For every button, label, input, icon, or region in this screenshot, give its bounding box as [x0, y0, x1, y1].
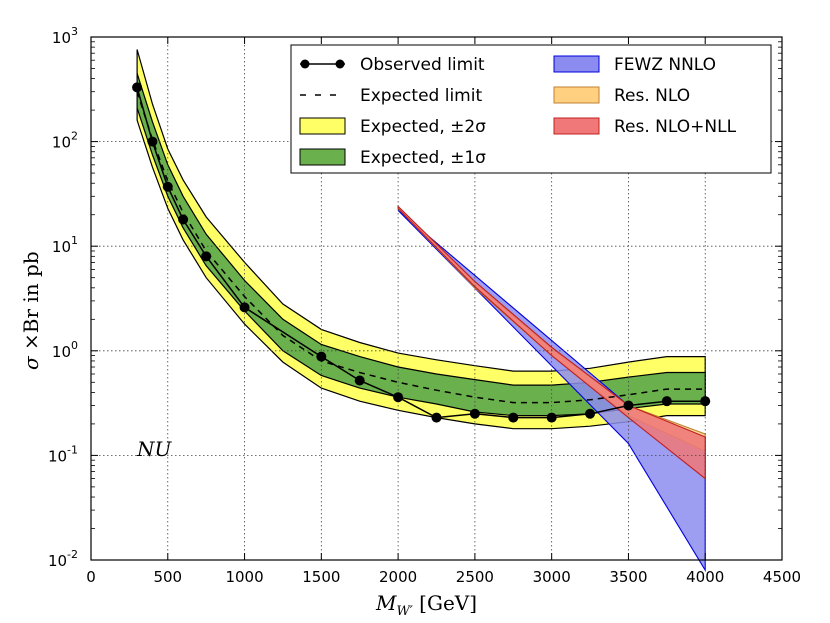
observed-point [354, 375, 365, 386]
legend-2sigma-swatch [299, 117, 346, 135]
observed-point [239, 302, 250, 313]
x-tick-label: 2000 [379, 568, 417, 586]
legend-1sigma-swatch [299, 148, 346, 166]
annotation-label: NU [136, 437, 173, 461]
observed-point [700, 396, 711, 407]
x-tick-label: 4500 [763, 568, 801, 586]
legend-label: Expected limit [360, 86, 482, 106]
observed-point [508, 412, 519, 423]
legend: Observed limit Expected limit Expected, ±2… [290, 44, 772, 174]
legend-observed-marker [335, 59, 345, 69]
legend-theory-swatch [553, 86, 600, 104]
x-tick-label: 3500 [609, 568, 647, 586]
y-tick-label: 103 [52, 25, 78, 47]
observed-point [469, 408, 480, 419]
expected-limit-line [136, 91, 706, 404]
y-axis-title: σ ×Br in pb [19, 251, 43, 370]
x-tick-label: 500 [153, 568, 182, 586]
observed-point [546, 412, 557, 423]
observed-point [585, 408, 596, 419]
plot-frame [90, 36, 783, 561]
y-tick-label: 10-1 [48, 443, 78, 465]
x-tick-label: 1000 [225, 568, 263, 586]
legend-box [290, 44, 772, 174]
legend-label: Res. NLO [614, 86, 690, 106]
observed-point [201, 251, 212, 262]
legend-label: Expected, ±1σ [360, 148, 486, 168]
axis-ticks: 0 500 1000 1500 2000 2500 3000 3500 4000 4500 10-2… [48, 25, 801, 586]
observed-point [623, 400, 634, 411]
x-tick-label: 0 [86, 568, 96, 586]
observed-point [393, 392, 404, 403]
x-axis-title: MW′ [GeV] [375, 591, 477, 619]
observed-point [178, 214, 189, 225]
y-tick-label: 10-2 [48, 548, 78, 570]
legend-label: Observed limit [360, 55, 485, 75]
x-tick-label: 2500 [456, 568, 494, 586]
series-lines [132, 82, 711, 423]
x-tick-label: 4000 [686, 568, 724, 586]
observed-point [147, 136, 158, 147]
y-tick-label: 102 [52, 130, 78, 152]
y-tick-label: 100 [52, 339, 78, 361]
legend-theory-swatch [553, 55, 600, 73]
theory-band-0 [397, 209, 706, 573]
x-tick-label: 1500 [302, 568, 340, 586]
legend-label: FEWZ NNLO [614, 55, 716, 75]
legend-label: Expected, ±2σ [360, 117, 486, 137]
observed-point [431, 412, 442, 423]
observed-point [316, 351, 327, 362]
observed-point [162, 181, 173, 192]
observed-point [132, 82, 143, 93]
legend-label: Res. NLO+NLL [614, 117, 737, 137]
legend-theory-swatch [553, 117, 600, 135]
gridlines [91, 37, 782, 560]
y-tick-label: 101 [52, 234, 78, 256]
observed-point [661, 396, 672, 407]
x-tick-label: 3000 [533, 568, 571, 586]
theory-band-2 [397, 205, 706, 480]
legend-observed-marker [300, 59, 310, 69]
